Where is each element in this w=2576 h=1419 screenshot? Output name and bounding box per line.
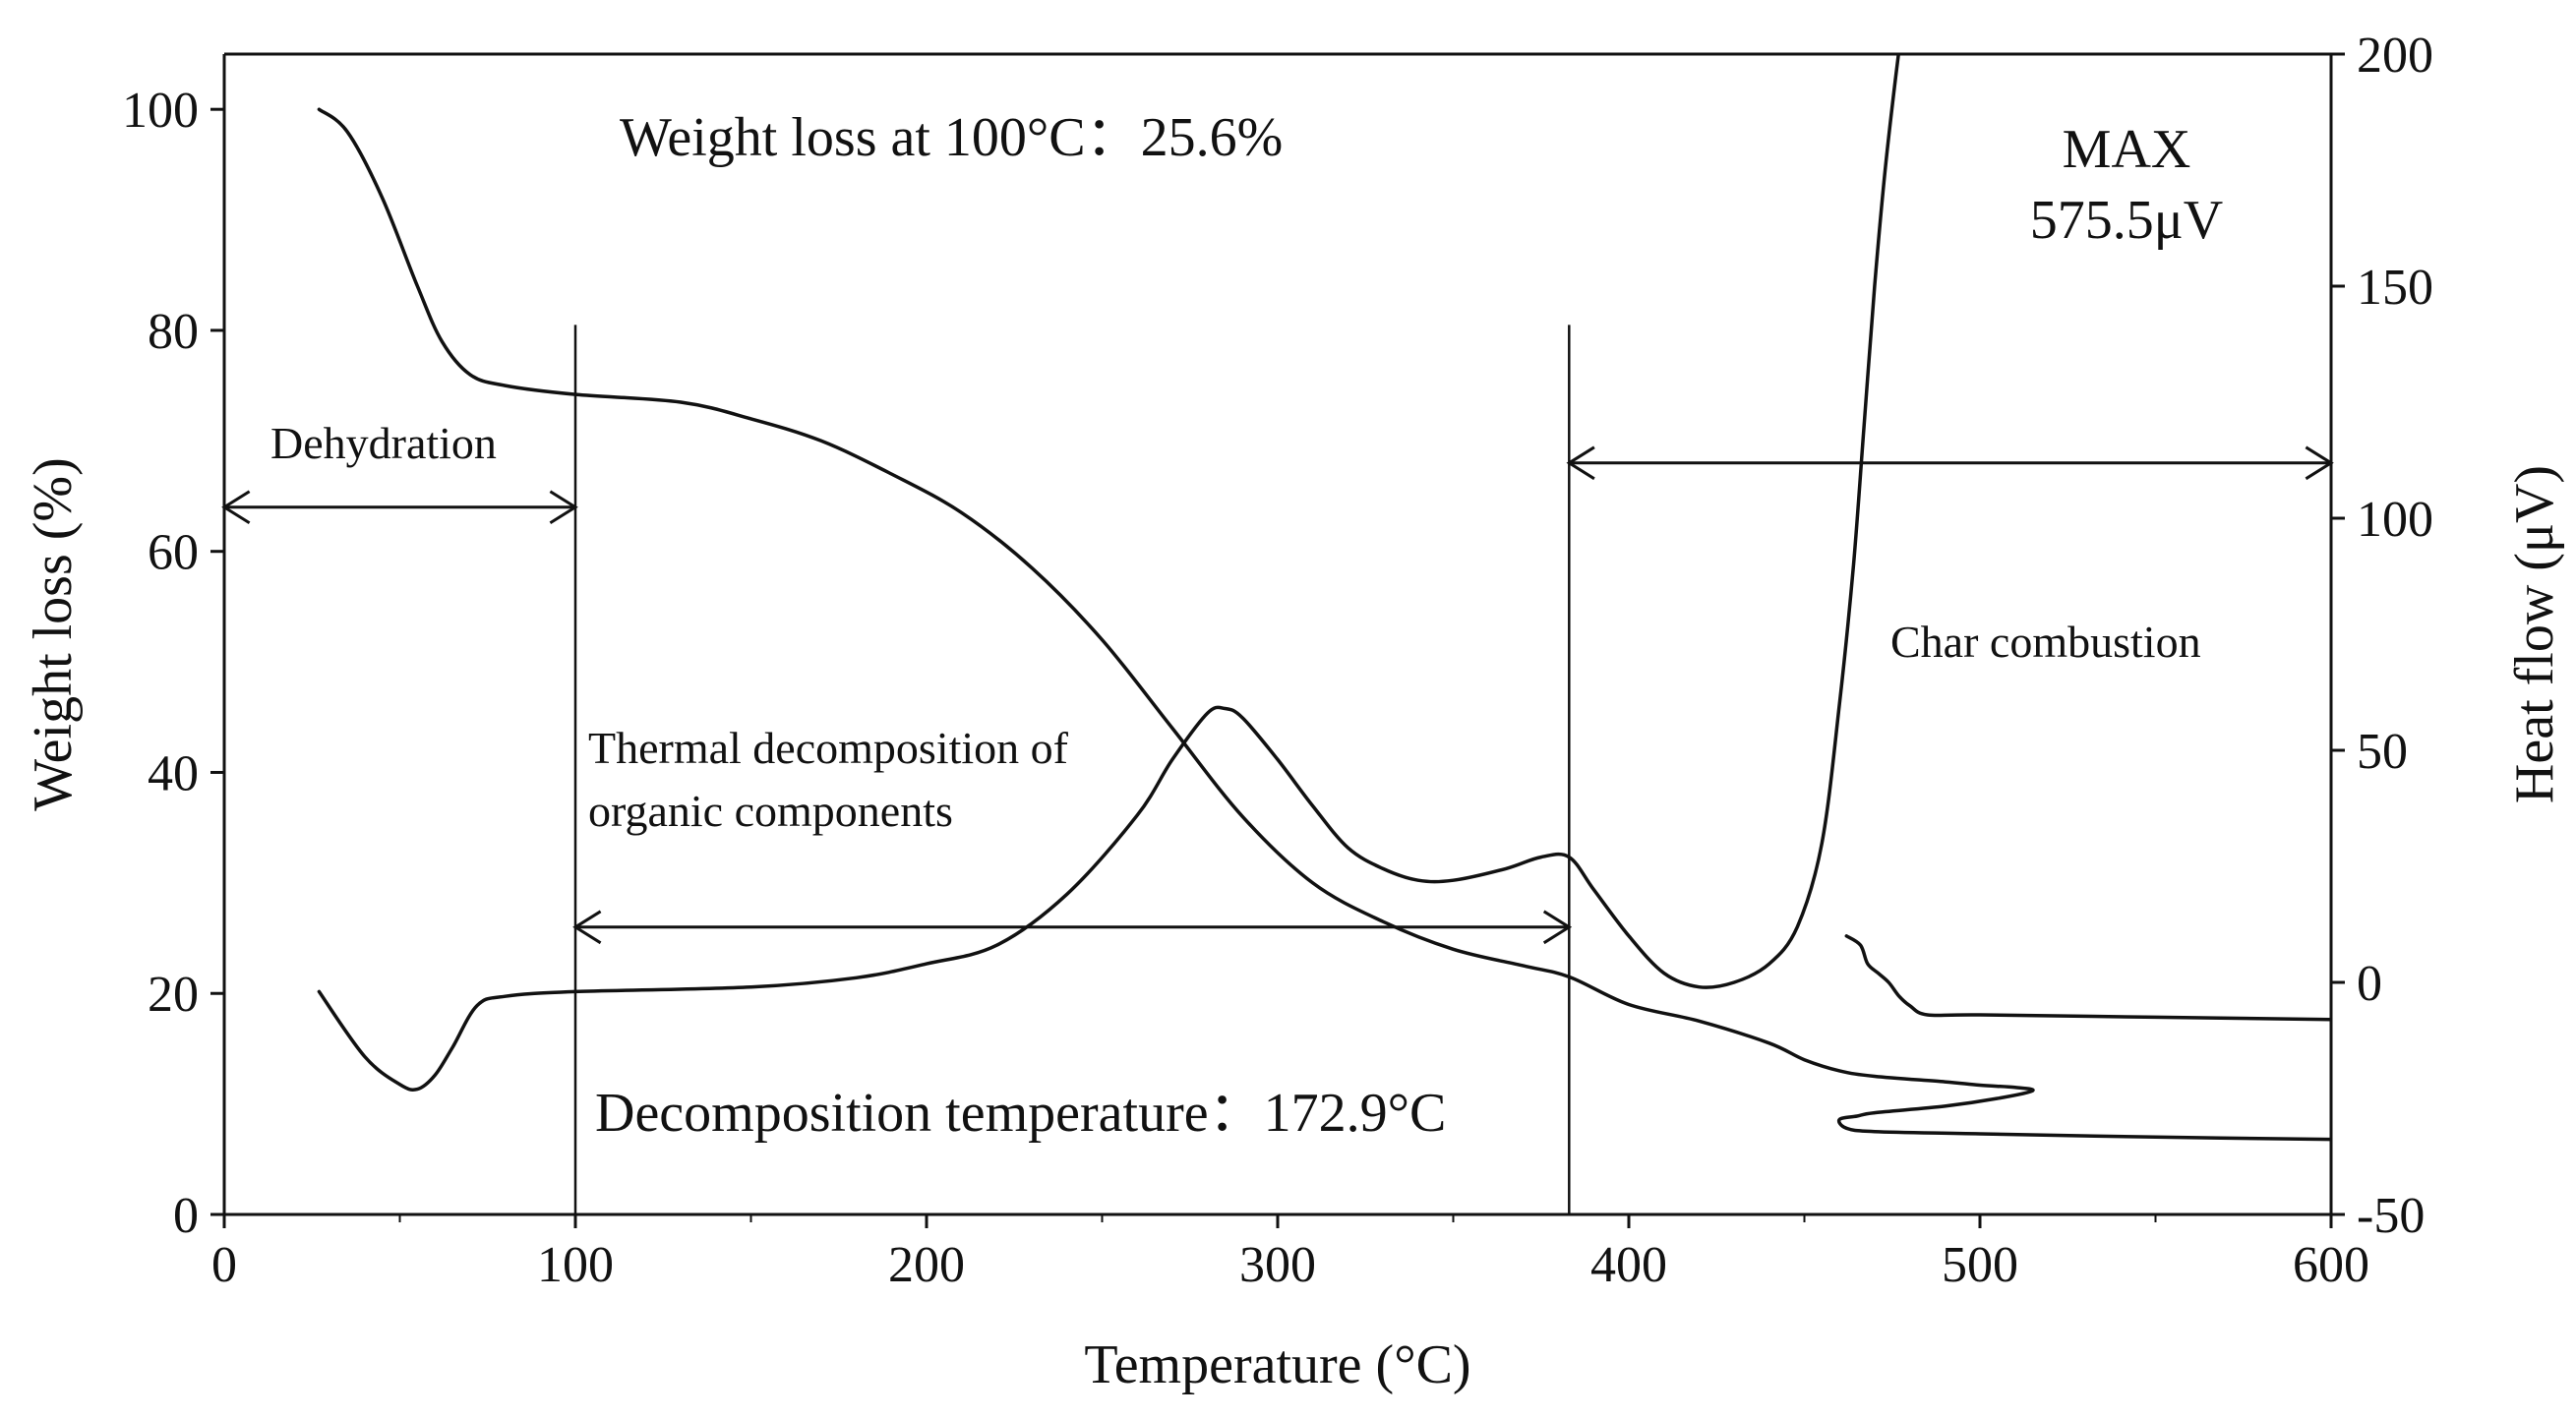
annotation-decomposition-temperature: Decomposition temperature：172.9°C [595, 1083, 1446, 1144]
annotation-weight-loss: Weight loss at 100°C：25.6% [620, 107, 1283, 168]
right-y-tick-label: 200 [2357, 28, 2433, 84]
x-tick-label: 400 [1590, 1237, 1667, 1293]
series-line-2 [1844, 934, 2331, 1022]
left-y-tick-label: 20 [148, 967, 199, 1023]
x-axis-ticks: 0 100 200 300 400 500 600 [211, 1214, 2369, 1293]
x-tick-label: 100 [537, 1237, 614, 1293]
left-axis-ticks: 0 20 40 60 80 100 [122, 83, 224, 1244]
annotation-max-value: 575.5μV [2030, 190, 2223, 251]
guide-lines [573, 325, 1571, 1214]
range-arrow-head [549, 490, 578, 525]
right-y-tick-label: 50 [2357, 724, 2408, 780]
annotation-thermal-line1: Thermal decomposition of [588, 723, 1069, 773]
series-line-0 [317, 107, 2331, 1142]
left-y-tick-label: 60 [148, 525, 199, 581]
range-arrow-head [2305, 445, 2334, 481]
left-y-tick-label: 40 [148, 745, 199, 801]
annotation-char-combustion: Char combustion [1890, 617, 2201, 667]
range-arrow-head [221, 490, 251, 525]
range-arrow-head [572, 910, 602, 945]
range-arrows [221, 445, 2334, 945]
x-tick-label: 500 [1942, 1237, 2018, 1293]
x-tick-label: 300 [1239, 1237, 1316, 1293]
right-y-tick-label: 150 [2357, 260, 2433, 316]
right-axis-title: Heat flow (μV) [2504, 465, 2565, 803]
right-y-tick-label: 100 [2357, 492, 2433, 548]
right-y-tick-label: -50 [2357, 1188, 2425, 1244]
annotation-max: MAX [2063, 119, 2191, 180]
x-tick-label: 0 [211, 1237, 237, 1293]
x-tick-label: 200 [888, 1237, 965, 1293]
left-y-tick-label: 80 [148, 304, 199, 360]
range-arrow-head [1542, 910, 1573, 945]
range-arrow-head [1566, 445, 1595, 481]
left-y-tick-label: 0 [173, 1188, 199, 1244]
data-series [317, 54, 2331, 1142]
annotation-dehydration: Dehydration [270, 418, 497, 468]
left-y-tick-label: 100 [122, 83, 199, 139]
left-axis-title: Weight loss (%) [23, 457, 84, 810]
x-tick-label: 600 [2293, 1237, 2369, 1293]
annotation-thermal-line2: organic components [588, 786, 953, 836]
right-axis-ticks: -50 0 50 100 150 200 [2331, 28, 2433, 1244]
x-axis-title: Temperature (°C) [1084, 1334, 1470, 1395]
right-y-tick-label: 0 [2357, 956, 2382, 1012]
series-line-1 [317, 54, 1900, 1093]
